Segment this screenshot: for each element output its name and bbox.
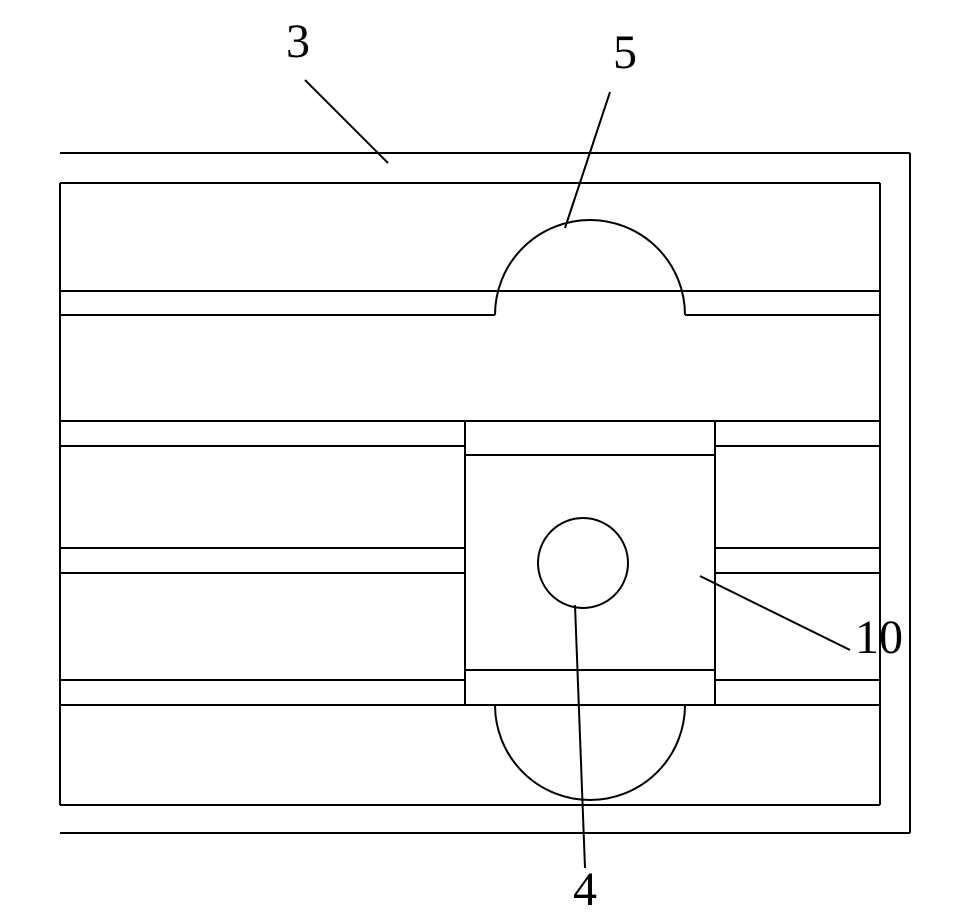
bottom-arc <box>495 705 685 800</box>
top-arc <box>495 220 685 315</box>
diagram-canvas: 3 5 10 4 <box>0 0 955 923</box>
center-circle <box>538 518 628 608</box>
label-5: 5 <box>613 25 637 80</box>
center-block <box>465 421 715 705</box>
leader-4 <box>575 605 585 868</box>
leader-5 <box>565 92 610 228</box>
outer-frame <box>60 153 910 833</box>
label-4: 4 <box>573 862 597 917</box>
label-3: 3 <box>286 14 310 69</box>
leader-10 <box>700 576 850 650</box>
horizontal-slats <box>60 291 880 705</box>
inner-frame <box>60 183 880 805</box>
label-10: 10 <box>855 610 903 665</box>
leader-lines <box>305 80 850 868</box>
diagram-svg <box>0 0 955 923</box>
leader-3 <box>305 80 388 163</box>
